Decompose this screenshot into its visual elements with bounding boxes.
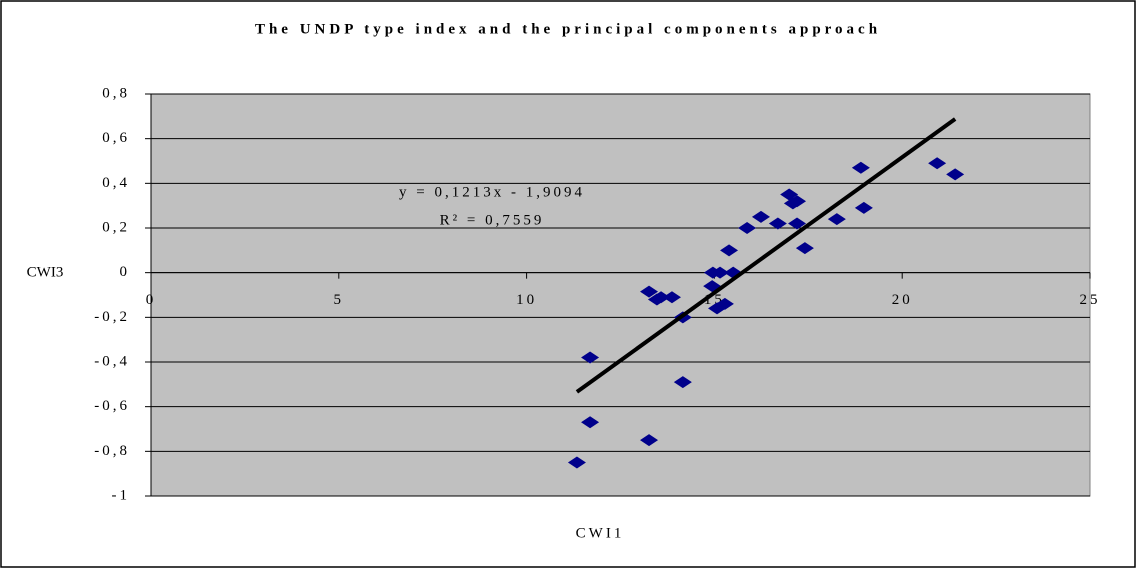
y-tick-label: -0,6	[94, 398, 130, 414]
y-tick-label: 0,2	[102, 219, 130, 235]
point	[751, 210, 770, 223]
point	[581, 351, 600, 364]
point	[768, 217, 787, 230]
r-squared: R² = 0,7559	[440, 212, 545, 228]
y-tick-label: -1	[112, 487, 131, 503]
point	[928, 157, 947, 170]
trendline-equation: y = 0,1213x - 1,9094	[399, 184, 585, 200]
point	[581, 416, 600, 429]
y-tick-label: 0	[120, 264, 131, 280]
point	[720, 244, 739, 257]
point	[738, 222, 757, 234]
point	[640, 285, 659, 298]
point	[711, 266, 730, 279]
x-tick-label: 10	[516, 292, 537, 308]
point	[788, 195, 807, 208]
y-axis-label: CWI3	[27, 264, 64, 280]
x-tick-label: 20	[892, 292, 913, 308]
x-tick-label: 0	[146, 292, 157, 308]
chart-title: The UNDP type index and the principal co…	[255, 21, 881, 37]
y-tick-label: 0,8	[102, 85, 130, 101]
point	[795, 242, 814, 255]
plot-area	[150, 93, 1091, 497]
y-tick-label: -0,8	[94, 443, 130, 459]
trendline	[575, 117, 957, 394]
point	[662, 291, 681, 304]
point	[640, 434, 659, 447]
x-tick-label: 5	[334, 292, 345, 308]
y-tick-label: 0,4	[102, 175, 130, 191]
point	[567, 456, 586, 469]
point	[851, 161, 870, 174]
point	[715, 297, 734, 310]
point	[827, 213, 846, 226]
point	[652, 291, 671, 304]
x-tick-label: 25	[1080, 292, 1101, 308]
x-axis-label: CWI1	[576, 525, 625, 541]
y-tick-label: 0,6	[102, 130, 130, 146]
point	[946, 168, 965, 181]
point	[854, 201, 873, 214]
point	[673, 376, 692, 389]
y-tick-label: -0,4	[94, 353, 130, 369]
point	[788, 217, 807, 230]
y-tick-label: -0,2	[94, 309, 130, 325]
